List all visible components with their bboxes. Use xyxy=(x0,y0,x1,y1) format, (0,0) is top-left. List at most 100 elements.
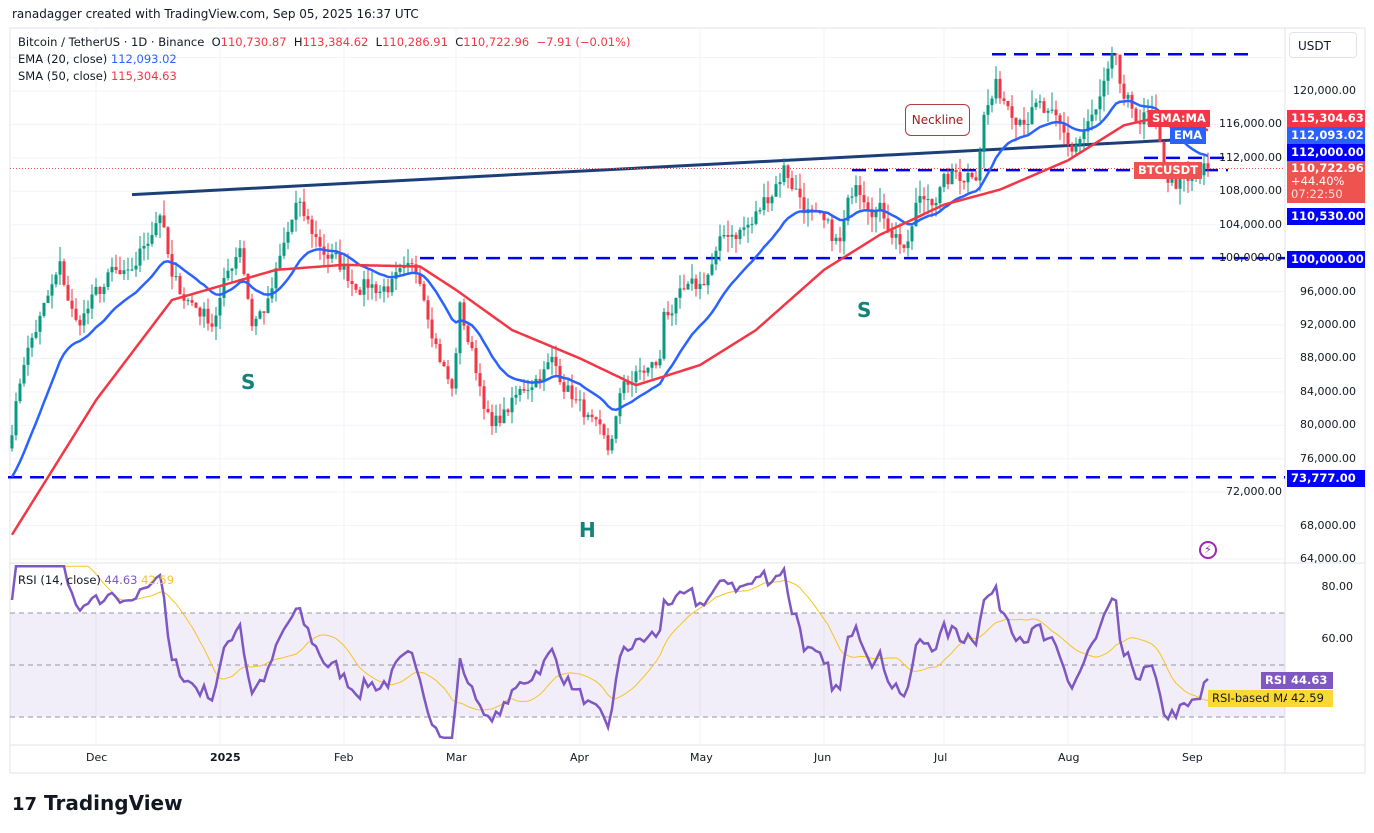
candle-body xyxy=(318,237,322,247)
candle-body xyxy=(114,266,118,271)
time-tick-label: Mar xyxy=(446,751,467,764)
candle-body xyxy=(682,288,686,290)
candle-body xyxy=(494,415,498,427)
sma-tag: SMA:MA xyxy=(1148,110,1210,127)
candle-body xyxy=(690,278,694,284)
candle-body xyxy=(154,223,158,236)
candle-body xyxy=(250,298,254,327)
candle-body xyxy=(162,215,166,228)
candle-body xyxy=(822,212,826,221)
candle-body xyxy=(350,281,354,285)
candle-body xyxy=(838,237,842,242)
candle-body xyxy=(990,98,994,106)
candle-body xyxy=(910,226,914,242)
candle-body xyxy=(1090,114,1094,122)
low-value: 110,286.91 xyxy=(382,35,448,49)
candle-body xyxy=(514,394,518,398)
candle-body xyxy=(942,173,946,188)
rsi-value-badge: 44.63 xyxy=(1287,672,1333,689)
candle-body xyxy=(110,266,114,273)
candle-body xyxy=(438,343,442,362)
candle-body xyxy=(454,353,458,389)
candle-body xyxy=(862,195,866,203)
candle-body xyxy=(986,105,990,115)
candle-body xyxy=(326,254,330,259)
candle-body xyxy=(30,337,34,348)
sma-label: SMA (50, close) xyxy=(18,69,108,83)
candle-body xyxy=(70,300,74,309)
level-100000-badge: 100,000.00 xyxy=(1287,251,1365,268)
candle-body xyxy=(998,78,1002,99)
price-tick-label: 88,000.00 xyxy=(1300,351,1356,365)
candle-body xyxy=(1010,106,1014,118)
candle-body xyxy=(458,302,462,354)
candle-body xyxy=(962,180,966,183)
candle-body xyxy=(462,302,466,326)
tradingview-logo[interactable]: 𝟭𝟳 TradingView xyxy=(12,791,183,815)
rsi-tag: RSI xyxy=(1261,672,1291,689)
candle-body xyxy=(102,286,106,294)
price-tick-label: 92,000.00 xyxy=(1300,318,1356,331)
candle-body xyxy=(1114,53,1118,55)
candle-body xyxy=(698,283,702,289)
candle-body xyxy=(370,284,374,288)
chart-frame xyxy=(9,27,1366,774)
candle-body xyxy=(878,202,882,211)
candle-body xyxy=(750,223,754,225)
candle-body xyxy=(338,252,342,270)
candle-body xyxy=(34,331,38,338)
candle-body xyxy=(978,151,982,181)
time-tick-label: 2025 xyxy=(210,751,241,764)
candle-body xyxy=(718,236,722,251)
candle-body xyxy=(358,289,362,295)
candle-body xyxy=(614,416,618,439)
price-tick-label: 120,000.00 xyxy=(1293,84,1356,97)
candle-body xyxy=(846,197,850,221)
rsi-line xyxy=(10,564,1209,740)
last-change: +44.40% xyxy=(1291,174,1345,188)
candle-body xyxy=(1094,109,1098,115)
sma-legend[interactable]: SMA (50, close) 115,304.63 xyxy=(18,69,177,83)
candle-body xyxy=(1022,119,1026,125)
candle-body xyxy=(794,188,798,190)
candle-body xyxy=(134,265,138,270)
candle-body xyxy=(194,302,198,308)
candle-body xyxy=(218,297,222,316)
candle-body xyxy=(366,279,370,288)
candle-body xyxy=(446,366,450,380)
lightning-icon[interactable]: ⚡ xyxy=(1199,541,1217,559)
candle-body xyxy=(234,257,238,269)
currency-button[interactable]: USDT xyxy=(1289,32,1357,58)
candle-body xyxy=(222,278,226,298)
candle-body xyxy=(646,367,650,373)
candle-body xyxy=(570,385,574,400)
candle-body xyxy=(142,245,146,249)
grid xyxy=(10,28,1285,745)
candle-body xyxy=(562,382,566,392)
neckline-trendline xyxy=(131,137,1201,197)
candle-body xyxy=(1126,94,1130,99)
candle-body xyxy=(302,201,306,217)
time-tick-label: May xyxy=(690,751,713,764)
sma-value: 115,304.63 xyxy=(110,69,177,83)
candle-body xyxy=(406,263,410,266)
candle-body xyxy=(354,284,358,290)
candle-body xyxy=(934,202,938,206)
candle-body xyxy=(1050,109,1054,111)
candle-body xyxy=(390,278,394,293)
open-label: O xyxy=(211,35,221,49)
candle-body xyxy=(410,263,414,265)
candle-body xyxy=(150,235,154,244)
candle-body xyxy=(1030,107,1034,124)
ema-legend[interactable]: EMA (20, close) 112,093.02 xyxy=(18,52,177,66)
candle-body xyxy=(970,172,974,178)
candle-body xyxy=(1134,108,1138,123)
candle-body xyxy=(38,315,42,332)
rsi-legend[interactable]: RSI (14, close) 44.63 42.59 xyxy=(18,573,174,587)
candle-body xyxy=(502,409,506,424)
tv-logo-icon: 𝟭𝟳 xyxy=(12,794,38,815)
candle-body xyxy=(1062,123,1066,133)
candle-body xyxy=(22,364,26,384)
candle-body xyxy=(610,438,614,451)
